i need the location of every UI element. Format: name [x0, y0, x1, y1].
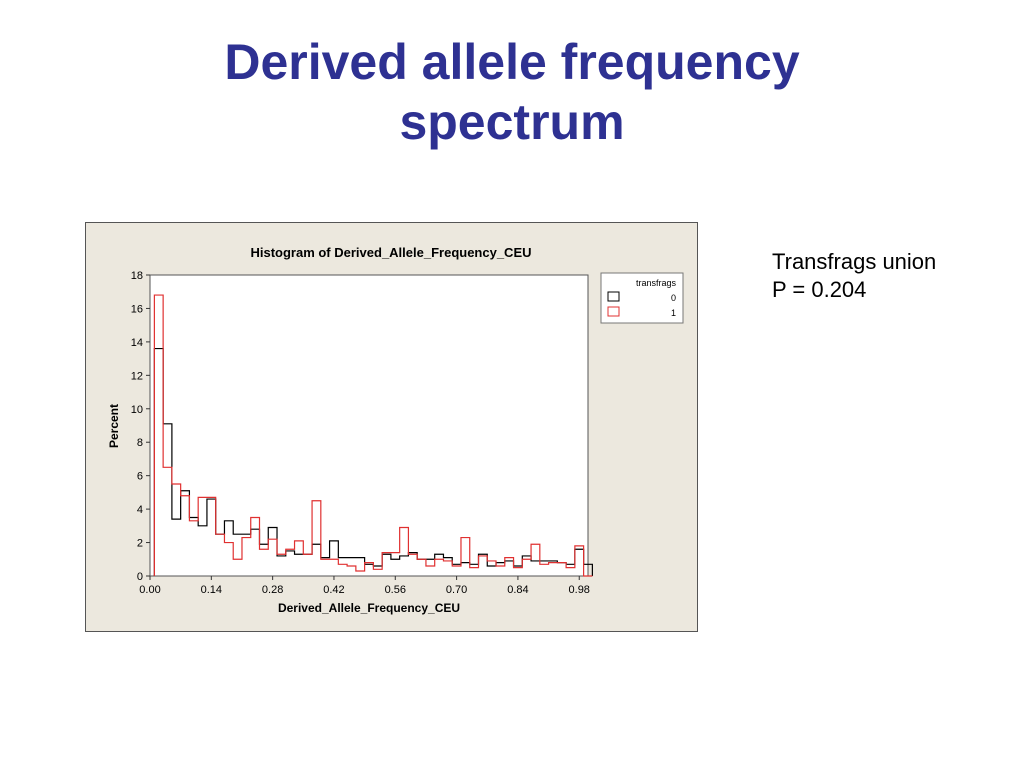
histogram-bar — [224, 543, 233, 576]
y-axis: 0 2 4 6 8 10 12 14 16 18 — [131, 270, 150, 583]
x-tick-label: 0.56 — [385, 584, 406, 596]
x-axis-label: Derived_Allele_Frequency_CEU — [278, 601, 460, 615]
x-axis: 0.00 0.14 0.28 0.42 0.56 0.70 0.84 0.98 — [139, 576, 590, 596]
histogram-bar — [461, 538, 470, 576]
x-tick-label: 0.28 — [262, 584, 283, 596]
histogram-bar — [549, 563, 558, 576]
histogram-bar — [522, 559, 531, 576]
histogram-bar — [295, 541, 304, 576]
histogram-bar — [452, 566, 461, 576]
histogram-bar — [251, 517, 260, 576]
y-tick-label: 16 — [131, 303, 143, 315]
slide-title: Derived allele frequency spectrum — [0, 32, 1024, 152]
histogram-bar — [400, 528, 409, 576]
histogram-bar — [391, 553, 400, 576]
histogram-bar — [365, 563, 374, 576]
legend: transfrags 0 1 — [600, 272, 684, 324]
series-layer — [153, 294, 593, 577]
legend-swatch-1 — [607, 306, 620, 317]
histogram-bar — [408, 554, 417, 576]
histogram-bar — [487, 561, 496, 576]
y-tick-label: 14 — [131, 337, 143, 349]
histogram-bar — [303, 554, 312, 576]
histogram-bar — [163, 467, 172, 576]
legend-label-1: 1 — [671, 308, 676, 318]
histogram-bar — [540, 564, 549, 576]
legend-box — [600, 272, 684, 324]
histogram-bar — [216, 534, 225, 576]
histogram-bar — [268, 539, 277, 576]
histogram-bar — [198, 497, 207, 576]
histogram-bar — [566, 568, 575, 576]
plot-area — [149, 274, 589, 577]
x-tick-label: 0.98 — [569, 584, 590, 596]
x-tick-label: 0.84 — [507, 584, 528, 596]
y-tick-label: 12 — [131, 370, 143, 382]
chart-title: Histogram of Derived_Allele_Frequency_CE… — [250, 245, 531, 260]
histogram-bar — [514, 568, 523, 576]
histogram-bar — [470, 568, 479, 576]
histogram-bar — [338, 564, 347, 576]
chart-panel: Histogram of Derived_Allele_Frequency_CE… — [85, 222, 698, 632]
y-tick-label: 18 — [131, 270, 143, 282]
histogram-bar — [286, 549, 295, 576]
histogram-bar — [531, 544, 540, 576]
legend-swatch-0 — [607, 291, 620, 302]
side-annotation-line-2: P = 0.204 — [772, 277, 867, 302]
y-tick-label: 0 — [137, 571, 143, 583]
histogram-bar — [426, 566, 435, 576]
histogram-bar — [479, 556, 488, 576]
series-1 — [153, 294, 593, 577]
slide-title-line-1: Derived allele frequency — [224, 34, 800, 90]
histogram-bar — [312, 501, 321, 576]
histogram-bar — [356, 571, 365, 576]
x-tick-label: 0.70 — [446, 584, 467, 596]
histogram-bar — [584, 564, 593, 576]
histogram-bar — [330, 559, 339, 576]
y-tick-label: 2 — [137, 538, 143, 550]
legend-title: transfrags — [636, 278, 677, 288]
y-tick-label: 4 — [137, 504, 143, 516]
histogram-bar — [496, 566, 505, 576]
y-tick-label: 8 — [137, 437, 143, 449]
histogram-bar — [443, 561, 452, 576]
histogram-chart: Histogram of Derived_Allele_Frequency_CE… — [107, 245, 684, 615]
histogram-bar — [382, 553, 391, 576]
y-tick-label: 10 — [131, 404, 143, 416]
histogram-bar — [435, 559, 444, 576]
histogram-bar — [181, 496, 190, 576]
y-axis-label: Percent — [107, 404, 121, 448]
series-1-outline — [153, 294, 593, 577]
legend-label-0: 0 — [671, 293, 676, 303]
slide-title-line-2: spectrum — [399, 94, 625, 150]
histogram-bar — [373, 569, 382, 576]
side-annotation: Transfrags union P = 0.204 — [772, 248, 936, 304]
histogram-bar — [321, 559, 330, 576]
histogram-bar — [277, 554, 286, 576]
histogram-bar — [260, 549, 269, 576]
histogram-bar — [347, 566, 356, 576]
histogram-bar — [417, 559, 426, 576]
histogram-bar — [505, 558, 514, 576]
side-annotation-line-1: Transfrags union — [772, 249, 937, 274]
x-tick-label: 0.14 — [201, 584, 222, 596]
histogram-bar — [172, 484, 181, 576]
histogram-bar — [233, 559, 242, 576]
histogram-bar — [154, 295, 163, 576]
histogram-bar — [557, 563, 566, 576]
x-tick-label: 0.00 — [139, 584, 160, 596]
x-tick-label: 0.42 — [323, 584, 344, 596]
histogram-bar — [575, 546, 584, 576]
histogram-bar — [242, 538, 251, 576]
histogram-bar — [189, 521, 198, 576]
y-tick-label: 6 — [137, 471, 143, 483]
histogram-bar — [207, 497, 216, 576]
